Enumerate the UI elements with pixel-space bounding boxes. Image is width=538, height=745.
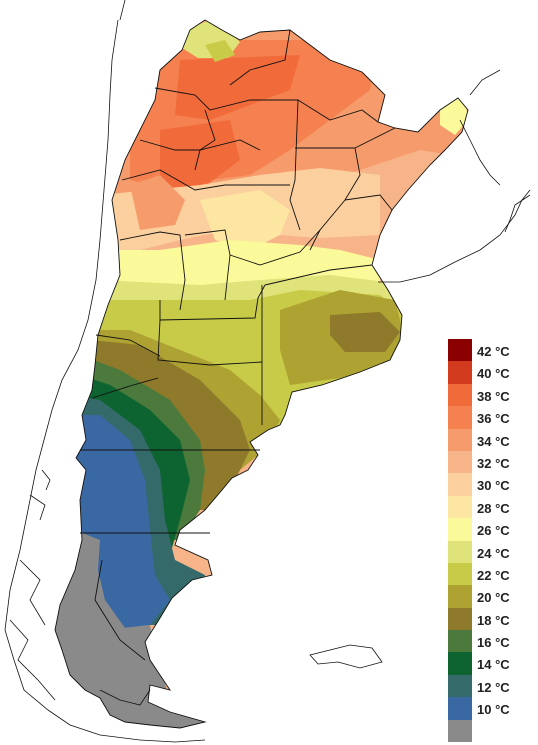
- legend-item: 14 °C: [448, 652, 533, 675]
- legend-swatch: [448, 428, 472, 451]
- legend-label: 34 °C: [477, 433, 510, 449]
- legend-swatch: [448, 697, 472, 720]
- legend-swatch: [448, 361, 472, 384]
- legend-swatch: [448, 406, 472, 429]
- legend-item: 16 °C: [448, 630, 533, 653]
- legend-item: 30 °C: [448, 473, 533, 496]
- legend-label: 38 °C: [477, 388, 510, 404]
- legend-swatch: [448, 450, 472, 474]
- legend-item: 20 °C: [448, 585, 533, 608]
- legend-item: 10 °C: [448, 697, 533, 720]
- legend-label: 40 °C: [477, 366, 510, 382]
- legend-label: 10 °C: [477, 702, 510, 718]
- legend-item: 12 °C: [448, 674, 533, 698]
- legend-label: 12 °C: [477, 679, 510, 695]
- legend-label: 32 °C: [477, 455, 510, 471]
- legend-item: 38 °C: [448, 383, 533, 407]
- legend-label: 18 °C: [477, 612, 510, 628]
- legend-label: 42 °C: [477, 344, 510, 359]
- legend-swatch: [448, 652, 472, 675]
- legend-item: 18 °C: [448, 607, 533, 631]
- legend-label: 28 °C: [477, 500, 510, 516]
- legend-item: 40 °C: [448, 361, 533, 384]
- legend-item: 26 °C: [448, 518, 533, 541]
- legend-item: 36 °C: [448, 406, 533, 429]
- legend-swatch: [448, 607, 472, 631]
- legend-item: 42 °C: [448, 339, 533, 362]
- legend-label: 16 °C: [477, 635, 510, 651]
- legend-label: 22 °C: [477, 567, 510, 583]
- legend-item: [448, 719, 533, 743]
- legend-label: 36 °C: [477, 411, 510, 427]
- legend-swatch: [448, 585, 472, 608]
- legend-swatch: [448, 473, 472, 496]
- legend-label: 24 °C: [477, 545, 510, 561]
- legend-item: 32 °C: [448, 450, 533, 474]
- legend-label: 20 °C: [477, 590, 510, 606]
- legend-item: 22 °C: [448, 562, 533, 586]
- legend-label: 14 °C: [477, 657, 510, 673]
- legend-swatch: [448, 562, 472, 586]
- legend-item: 34 °C: [448, 428, 533, 451]
- legend-swatch: [448, 495, 472, 519]
- legend-item: 24 °C: [448, 540, 533, 563]
- legend-swatch: [448, 674, 472, 698]
- legend-swatch: [448, 540, 472, 563]
- legend-swatch: [448, 383, 472, 407]
- legend-swatch: [448, 719, 472, 743]
- legend-label: 26 °C: [477, 523, 510, 539]
- legend-swatch: [448, 339, 472, 362]
- temperature-legend: 42 °C 40 °C 38 °C 36 °C 34 °C 32 °C 30 °C 28 °C…: [448, 339, 533, 743]
- legend-label: 30 °C: [477, 478, 510, 494]
- legend-swatch: [448, 518, 472, 541]
- legend-item: 28 °C: [448, 495, 533, 519]
- legend-swatch: [448, 630, 472, 653]
